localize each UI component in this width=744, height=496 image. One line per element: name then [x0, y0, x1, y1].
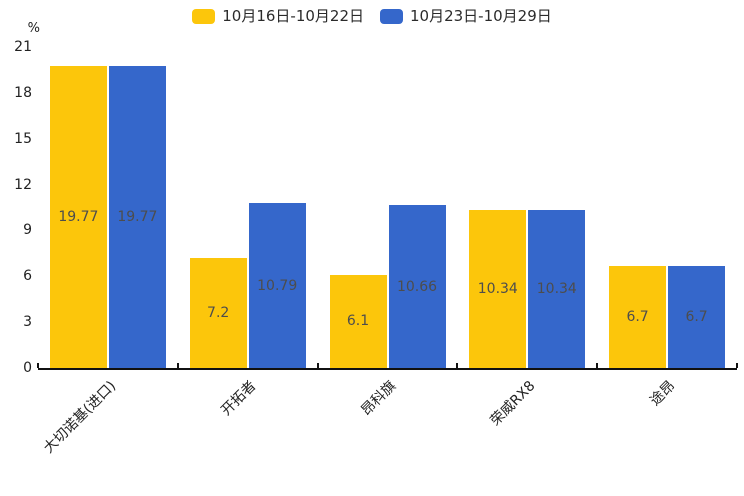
- x-axis-category-label: 昂科旗: [357, 378, 399, 420]
- bar-value-label: 7.2: [207, 304, 230, 321]
- bar-series2: [668, 265, 726, 368]
- y-axis-tick-label: 0: [23, 360, 32, 376]
- bar-value-label: 6.7: [626, 308, 649, 325]
- legend: 10月16日-10月22日 10月23日-10月29日: [0, 7, 744, 25]
- y-axis-tick-label: 3: [23, 314, 32, 331]
- bar-series2: [388, 205, 446, 368]
- y-axis-tick-label: 21: [14, 39, 32, 55]
- x-axis-line: [38, 368, 737, 370]
- bar-series1: [49, 65, 107, 368]
- bar-series1: [469, 209, 527, 368]
- bar-series1: [329, 274, 387, 368]
- bar-series1: [189, 257, 247, 368]
- bar-series2: [248, 203, 306, 368]
- bar-value-label: 6.1: [346, 313, 370, 330]
- legend-swatch-week2-icon: [380, 8, 403, 24]
- legend-label-week2: 10月23日-10月29日: [410, 7, 552, 25]
- x-axis-tick: [596, 363, 599, 368]
- bar-value-label: 10.79: [257, 277, 298, 294]
- x-axis-category-label: 大切诺基(进口): [40, 378, 120, 457]
- bar-value-label: 10.34: [477, 280, 518, 297]
- x-axis-tick: [456, 363, 459, 368]
- bar-value-label: 10.66: [396, 278, 438, 295]
- legend-item-week1[interactable]: 10月16日-10月22日: [192, 7, 364, 25]
- x-axis-tick: [176, 363, 179, 368]
- x-axis-category-label: 开拓者: [218, 378, 260, 420]
- bar-value-label: 19.77: [117, 208, 158, 225]
- bar-value-label: 10.34: [536, 280, 577, 297]
- x-axis-category-label: 途昂: [647, 378, 679, 410]
- bar-series2: [108, 65, 166, 368]
- x-axis-tick: [316, 363, 319, 368]
- y-axis-tick-label: 9: [23, 222, 32, 239]
- y-axis-tick-label: 6: [23, 268, 32, 285]
- x-axis-tick: [736, 363, 738, 368]
- bar-series1: [609, 265, 667, 368]
- x-axis-category-label: 荣威RX8: [487, 378, 539, 430]
- bar-value-label: 6.7: [685, 308, 708, 325]
- y-axis-unit-label: %: [27, 21, 40, 36]
- bar-value-label: 19.77: [58, 208, 99, 225]
- legend-swatch-week1-icon: [192, 8, 216, 24]
- y-axis-tick-label: 15: [14, 130, 32, 147]
- bar-series2: [528, 209, 586, 368]
- legend-label-week1: 10月16日-10月22日: [222, 7, 364, 25]
- y-axis-tick-label: 18: [14, 84, 32, 101]
- legend-item-week2[interactable]: 10月23日-10月29日: [380, 7, 552, 25]
- y-axis-tick-label: 12: [14, 176, 32, 193]
- x-axis-tick: [37, 363, 39, 368]
